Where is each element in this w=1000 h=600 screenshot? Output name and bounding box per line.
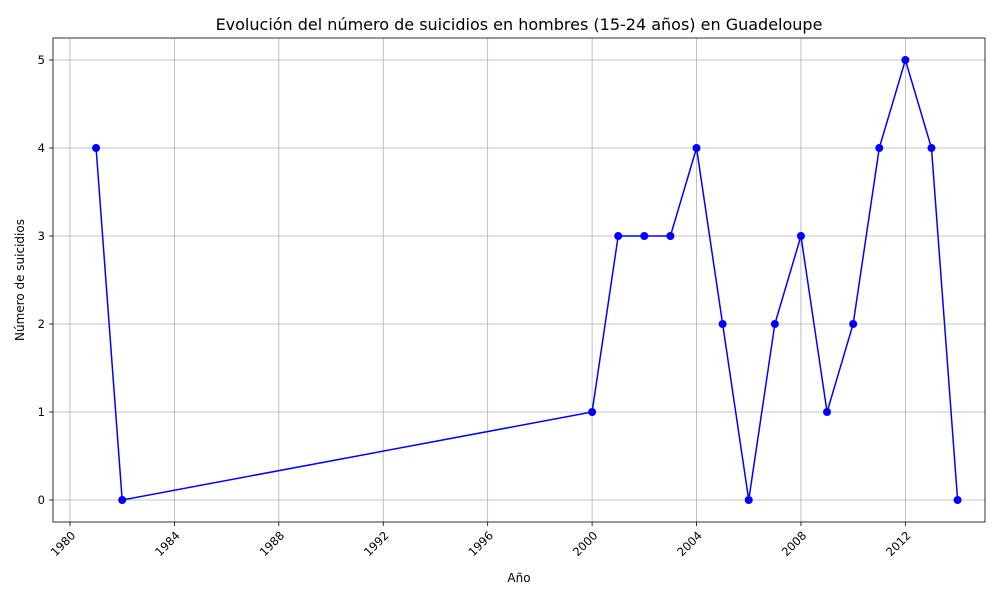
grid: [53, 38, 985, 522]
data-point: [666, 232, 675, 240]
data-point: [823, 408, 832, 416]
data-point: [875, 144, 884, 152]
x-tick-label: 2000: [570, 528, 601, 559]
data-point: [927, 144, 936, 152]
y-tick-label: 3: [38, 229, 45, 243]
x-axis-label: Año: [507, 571, 530, 585]
data-point: [92, 144, 101, 152]
data-point: [640, 232, 649, 240]
chart-title: Evolución del número de suicidios en hom…: [216, 15, 823, 34]
data-point: [770, 320, 779, 328]
data-point: [588, 408, 597, 416]
data-point: [901, 56, 910, 64]
series: [92, 56, 962, 504]
y-axis-label: Número de suicidios: [13, 219, 27, 341]
data-point: [849, 320, 858, 328]
plot-area-frame: [52, 37, 986, 523]
y-tick-label: 5: [38, 53, 45, 67]
y-tick-label: 1: [38, 405, 45, 419]
data-point: [744, 496, 753, 504]
axes: 1980 1984 1988 1992 1996 2000 2004 2008 20120123…: [38, 53, 914, 559]
series-line: [95, 57, 959, 501]
y-tick-label: 2: [38, 317, 45, 331]
x-tick-label: 2004: [674, 528, 705, 559]
x-tick-label: 1992: [361, 528, 392, 559]
data-point: [614, 232, 623, 240]
x-tick-label: 1984: [152, 528, 183, 559]
x-tick-label: 2008: [779, 528, 810, 559]
x-tick-label: 1980: [48, 528, 79, 559]
data-point: [953, 496, 962, 504]
x-tick-label: 2012: [883, 528, 914, 559]
data-point: [718, 320, 727, 328]
x-tick-label: 1996: [465, 528, 496, 559]
data-point: [118, 496, 127, 504]
data-point: [796, 232, 805, 240]
data-point: [692, 144, 701, 152]
y-tick-label: 4: [38, 141, 45, 155]
y-tick-label: 0: [38, 493, 45, 507]
x-tick-label: 1988: [257, 528, 288, 559]
